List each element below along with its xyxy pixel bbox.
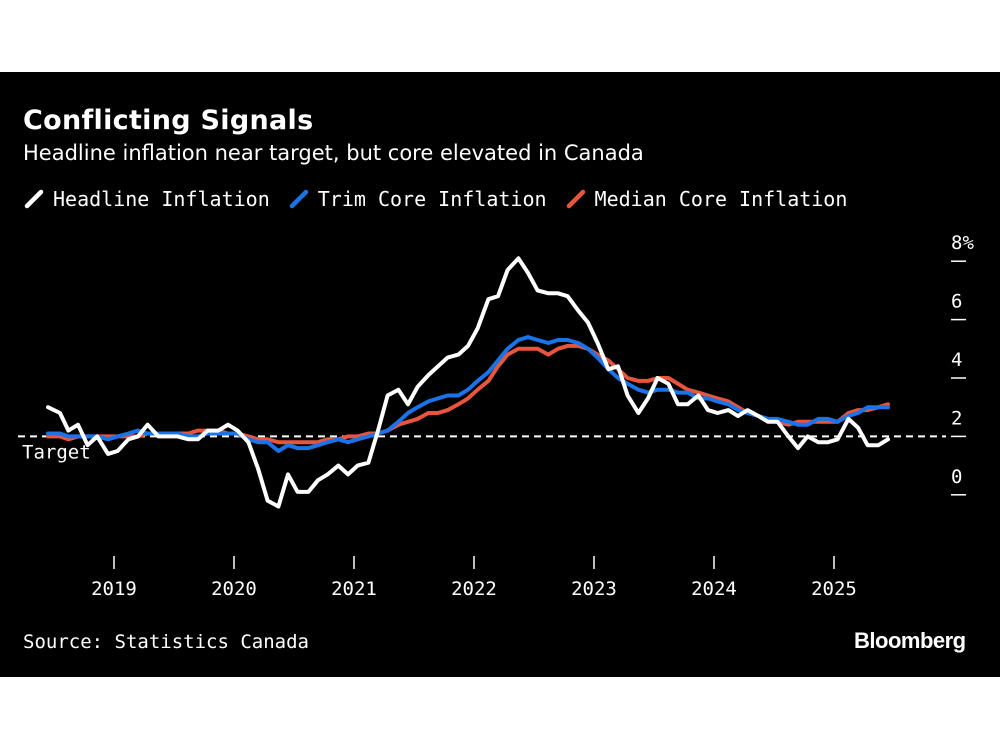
x-axis: 2019 2020 2021 2022 2023 2024 2025 — [91, 556, 857, 600]
source-note: Source: Statistics Canada — [23, 631, 309, 653]
legend-label-headline: Headline Inflation — [53, 187, 270, 211]
y-axis: 0 2 4 6 8% — [951, 232, 974, 496]
target-group: Target — [18, 435, 946, 463]
chart-plot: 0 2 4 6 8% 2019 2020 2021 2022 2023 2024 2025 Targ… — [18, 232, 974, 600]
legend-label-trim: Trim Core Inflation — [317, 187, 547, 211]
x-tick-label: 2023 — [571, 578, 617, 600]
series-line-median — [46, 343, 890, 445]
y-tick-label: 2 — [951, 407, 962, 429]
x-tick-label: 2020 — [211, 578, 257, 600]
chart-panel: Conflicting Signals Headline inflation n… — [0, 72, 1000, 677]
series-line-headline — [46, 256, 890, 509]
y-tick-label: 8% — [951, 232, 974, 254]
series-group — [46, 256, 890, 509]
y-tick-label: 0 — [951, 466, 962, 488]
x-tick-label: 2021 — [331, 578, 377, 600]
x-tick-label: 2025 — [811, 578, 857, 600]
legend-swatch-headline — [24, 189, 44, 209]
legend-label-median: Median Core Inflation — [594, 187, 848, 211]
legend: Headline Inflation Trim Core Inflation M… — [23, 187, 865, 211]
legend-swatch-median — [566, 189, 585, 209]
legend-item-headline: Headline Inflation — [23, 187, 270, 211]
x-tick-label: 2019 — [91, 578, 137, 600]
chart-title: Conflicting Signals — [23, 105, 314, 136]
x-tick-label: 2022 — [451, 578, 497, 600]
bloomberg-logo: Bloomberg — [854, 628, 966, 653]
target-label: Target — [22, 441, 91, 463]
y-tick-label: 4 — [951, 349, 962, 371]
series-line-trim — [46, 335, 890, 453]
legend-swatch-trim — [289, 189, 308, 209]
y-tick-label: 6 — [951, 291, 962, 313]
legend-item-trim: Trim Core Inflation — [288, 187, 547, 211]
x-tick-label: 2024 — [691, 578, 737, 600]
legend-item-median: Median Core Inflation — [565, 187, 848, 211]
chart-subtitle: Headline inflation near target, but core… — [23, 141, 644, 165]
